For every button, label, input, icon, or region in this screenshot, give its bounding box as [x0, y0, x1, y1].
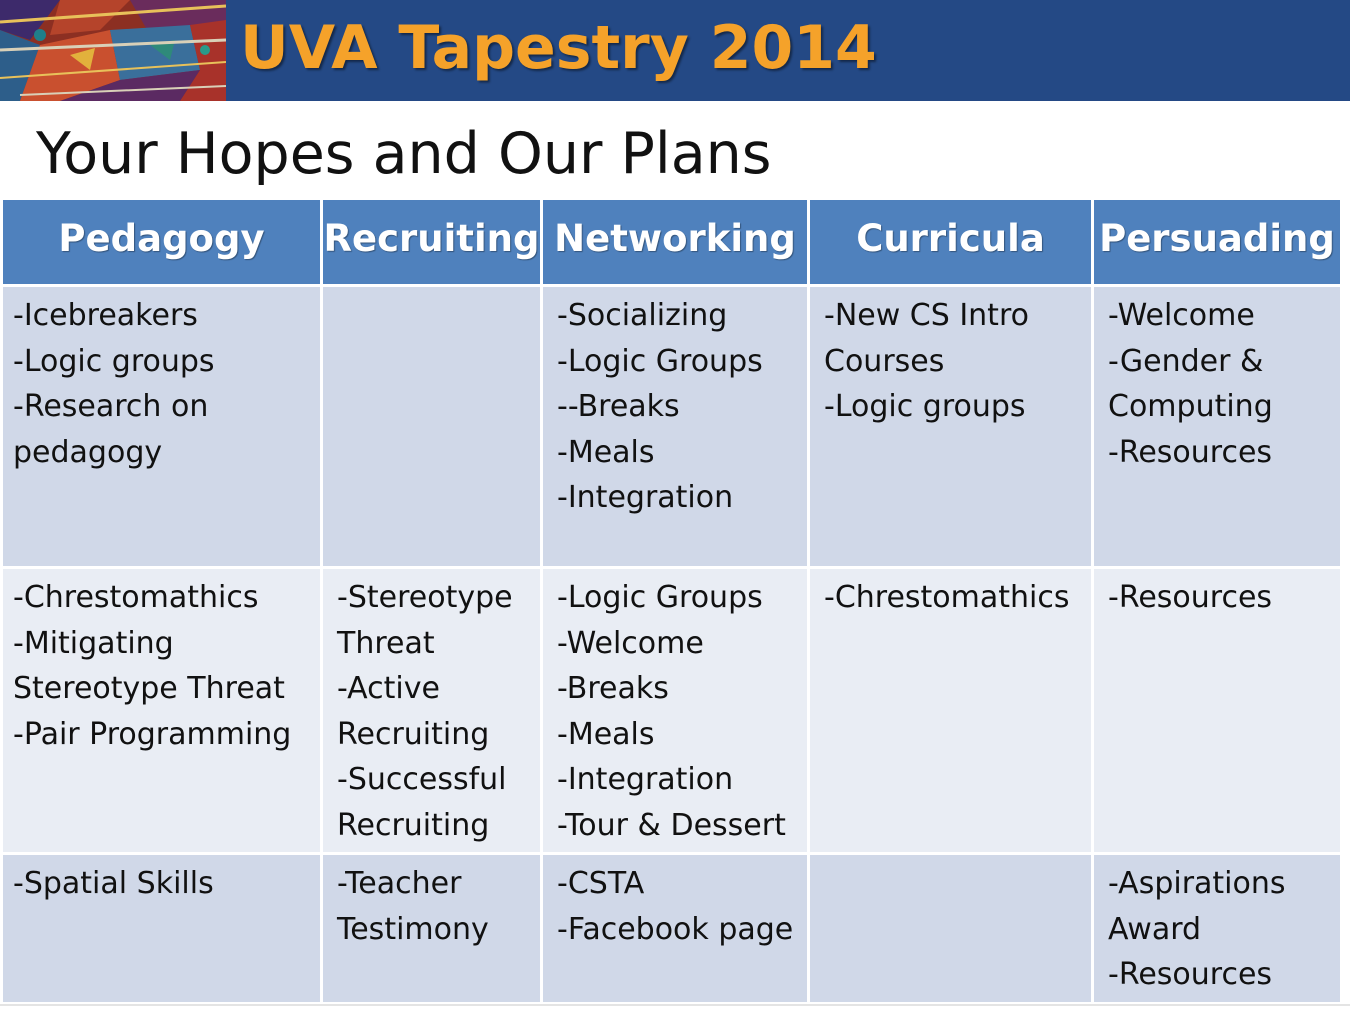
table-row: -Icebreakers -Logic groups -Research on … [0, 284, 1343, 569]
plans-table: Pedagogy Recruiting Networking Curricula… [0, 197, 1343, 1005]
cell-line: -Integration [557, 480, 734, 515]
cell-line: -Mitigating [13, 625, 174, 661]
cell-line: Threat [337, 625, 435, 661]
cell-line: -Resources [1108, 434, 1273, 470]
column-header-networking: Networking [540, 197, 810, 287]
cell-persuading: -Resources [1091, 566, 1343, 855]
column-header-recruiting: Recruiting [320, 197, 543, 287]
cell-line: Recruiting [337, 716, 490, 752]
cell-line: -Logic groups [824, 389, 1026, 424]
cell-line: Testimony [337, 911, 489, 947]
tapestry-image [0, 0, 226, 101]
cell-line: -Aspirations [1108, 866, 1286, 901]
table-header-row: Pedagogy Recruiting Networking Curricula… [0, 197, 1343, 287]
cell-pedagogy: -Spatial Skills [0, 852, 323, 1005]
table-row: -Chrestomathics -Mitigating Stereotype T… [0, 566, 1343, 855]
cell-line: -Logic Groups [557, 343, 763, 379]
cell-line: -Active [337, 671, 440, 706]
cell-line: Computing [1108, 389, 1273, 424]
cell-line: -Welcome [1108, 298, 1255, 333]
cell-line: Courses [824, 343, 945, 379]
cell-recruiting [320, 284, 543, 569]
cell-line: -Integration [557, 762, 734, 797]
cell-curricula [807, 852, 1094, 1005]
cell-line: -Gender & [1108, 343, 1264, 379]
cell-pedagogy: -Chrestomathics -Mitigating Stereotype T… [0, 566, 323, 855]
cell-line: -Icebreakers [13, 298, 198, 333]
cell-networking: -Logic Groups -Welcome -Breaks -Meals -I… [540, 566, 810, 855]
cell-line: -Successful [337, 762, 507, 797]
cell-line: -CSTA [557, 866, 645, 901]
cell-networking: -Socializing -Logic Groups --Breaks -Mea… [540, 284, 810, 569]
cell-line: -New CS Intro [824, 298, 1029, 333]
cell-line: -Breaks [557, 671, 669, 706]
cell-persuading: -Aspirations Award -Resources [1091, 852, 1343, 1005]
header-band: UVA Tapestry 2014 [0, 0, 1350, 101]
cell-line: -Logic Groups [557, 580, 763, 615]
cell-line: -Spatial Skills [13, 866, 214, 901]
cell-line: -Tour & Dessert [557, 807, 786, 843]
cell-line: --Breaks [557, 389, 680, 424]
cell-persuading: -Welcome -Gender & Computing -Resources [1091, 284, 1343, 569]
cell-line: Stereotype Threat [13, 671, 285, 706]
cell-line: -Logic groups [13, 343, 215, 379]
cell-curricula: -New CS Intro Courses -Logic groups [807, 284, 1094, 569]
cell-recruiting: -Stereotype Threat -Active Recruiting -S… [320, 566, 543, 855]
cell-line: -Welcome [557, 625, 704, 661]
cell-line: -Teacher [337, 866, 462, 901]
cell-line: -Chrestomathics [13, 580, 259, 615]
page-title: Your Hopes and Our Plans [36, 121, 772, 187]
cell-line: -Meals [557, 434, 655, 470]
cell-curricula: -Chrestomathics [807, 566, 1094, 855]
cell-line: -Research on [13, 389, 209, 424]
column-header-pedagogy: Pedagogy [0, 197, 323, 287]
cell-line: -Socializing [557, 298, 728, 333]
cell-networking: -CSTA -Facebook page [540, 852, 810, 1005]
cell-line: -Chrestomathics [824, 580, 1070, 615]
cell-line: -Resources [1108, 957, 1273, 992]
cell-line: Award [1108, 911, 1202, 947]
header-title: UVA Tapestry 2014 [240, 13, 877, 83]
column-header-persuading: Persuading [1091, 197, 1343, 287]
divider [0, 1004, 1350, 1006]
cell-line: -Stereotype [337, 580, 513, 615]
cell-line: -Facebook page [557, 911, 794, 947]
column-header-curricula: Curricula [807, 197, 1094, 287]
table-row: -Spatial Skills -Teacher Testimony -CSTA… [0, 852, 1343, 1005]
cell-line: pedagogy [13, 434, 163, 470]
cell-line: Recruiting [337, 807, 490, 843]
cell-pedagogy: -Icebreakers -Logic groups -Research on … [0, 284, 323, 569]
cell-recruiting: -Teacher Testimony [320, 852, 543, 1005]
cell-line: -Pair Programming [13, 716, 292, 752]
cell-line: -Resources [1108, 580, 1273, 615]
cell-line: -Meals [557, 716, 655, 752]
